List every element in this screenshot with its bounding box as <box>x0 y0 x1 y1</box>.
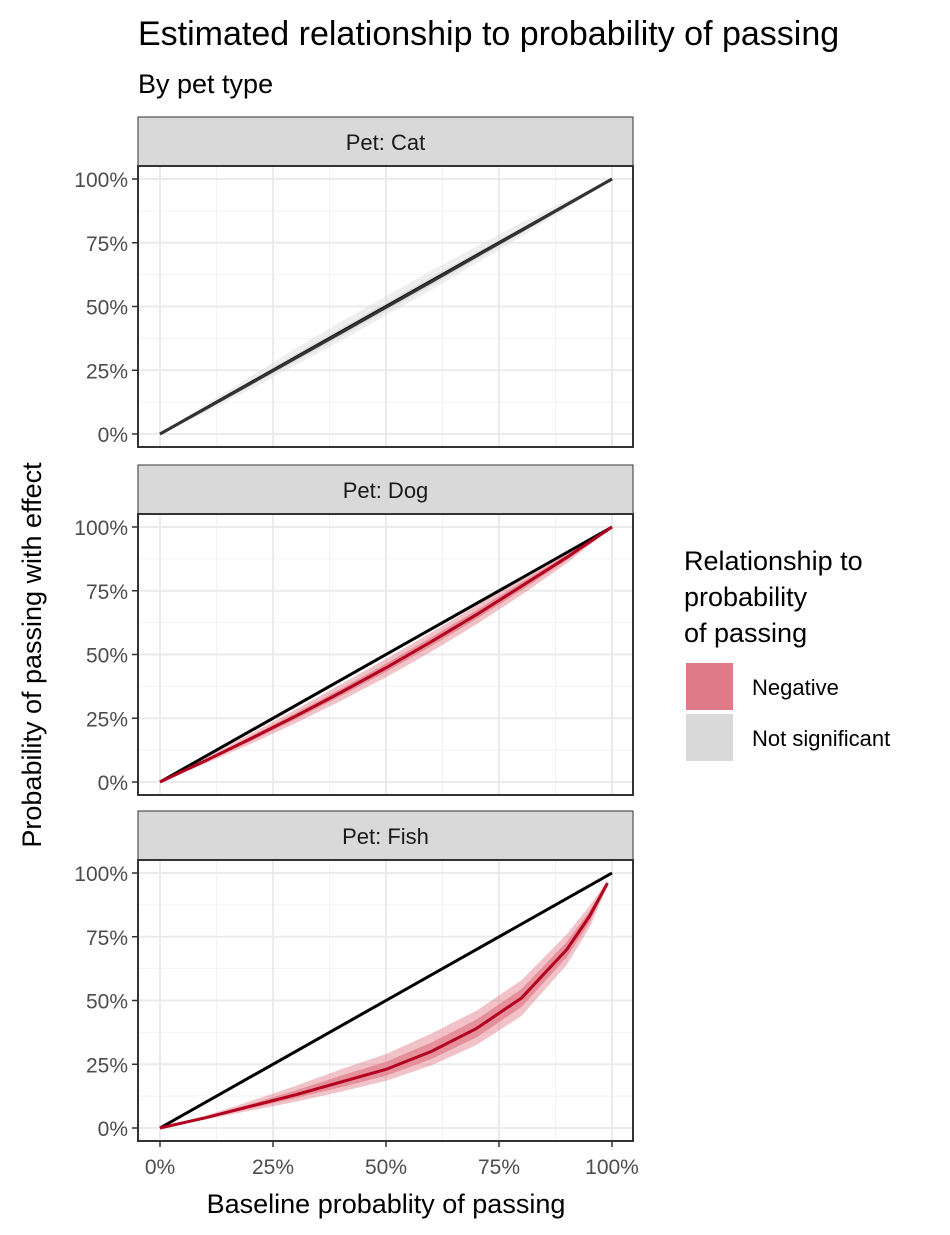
facet-label: Pet: Dog <box>343 478 429 503</box>
legend-key <box>686 663 733 710</box>
y-tick-label: 50% <box>86 991 128 1014</box>
facet-label: Pet: Cat <box>346 130 425 155</box>
x-tick-label: 50% <box>365 1156 407 1179</box>
facet-strip <box>137 810 634 861</box>
legend: Relationship to probability of passing Nega… <box>684 546 890 761</box>
y-axis-label: Probability of passing with effect <box>17 462 47 848</box>
estimate-line <box>159 177 613 436</box>
ci-band-inner <box>160 881 608 1128</box>
panel-3: Pet: Fish 0% 25% 50% 75% 100% 0% 25% 50% 75% 100% <box>74 810 639 1179</box>
y-tick-label: 75% <box>86 233 128 256</box>
facet-strip <box>137 116 634 167</box>
y-tick-label: 25% <box>86 708 128 731</box>
x-tick-label: 100% <box>585 1156 639 1179</box>
x-axis-label: Baseline probablity of passing <box>207 1189 566 1219</box>
legend-key <box>686 714 733 761</box>
facet-panels: Pet: Cat 0% 25% 50% 75% 100% Pet: Dog 0% 25% 50% 7… <box>74 116 639 1179</box>
y-tick-label: 50% <box>86 645 128 668</box>
estimate-line <box>159 882 609 1130</box>
y-tick-label: 25% <box>86 360 128 383</box>
y-tick-label: 75% <box>86 581 128 604</box>
legend-label: Negative <box>752 675 839 700</box>
y-tick-label: 100% <box>74 169 128 192</box>
facet-label: Pet: Fish <box>342 824 429 849</box>
y-tick-label: 100% <box>74 517 128 540</box>
y-tick-label: 25% <box>86 1054 128 1077</box>
reference-line <box>159 871 613 1130</box>
facet-strip <box>137 464 634 515</box>
y-tick-label: 100% <box>74 863 128 886</box>
x-tick-label: 75% <box>478 1156 520 1179</box>
reference-line <box>159 525 613 784</box>
x-tick-label: 25% <box>252 1156 294 1179</box>
chart-subtitle: By pet type <box>138 69 273 99</box>
legend-label: Not significant <box>752 726 890 751</box>
y-tick-label: 50% <box>86 297 128 320</box>
y-tick-label: 0% <box>98 424 128 447</box>
chart-title: Estimated relationship to probability of… <box>138 15 839 53</box>
x-tick-label: 0% <box>145 1156 175 1179</box>
y-tick-label: 0% <box>98 772 128 795</box>
estimate-line <box>159 525 613 784</box>
y-tick-label: 0% <box>98 1118 128 1141</box>
panel-1: Pet: Cat 0% 25% 50% 75% 100% <box>74 116 634 448</box>
panel-2: Pet: Dog 0% 25% 50% 75% 100% <box>74 464 634 796</box>
legend-title: Relationship to probability of passing <box>684 546 863 648</box>
y-tick-label: 75% <box>86 927 128 950</box>
